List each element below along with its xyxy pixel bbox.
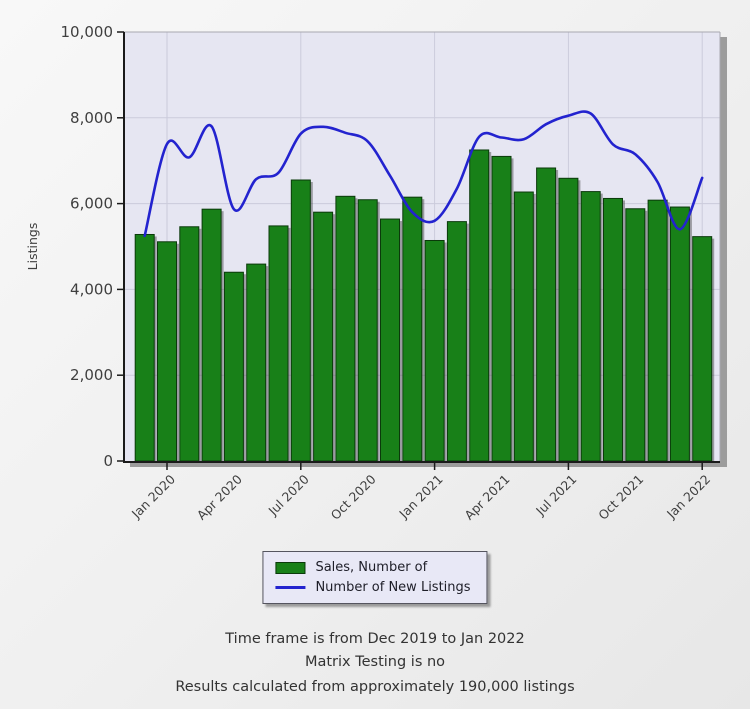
bar-dec-2020 xyxy=(402,196,423,462)
y-tick-label: 4,000 xyxy=(70,280,113,298)
legend-label-sales: Sales, Number of xyxy=(315,560,428,575)
bar-mar-2020 xyxy=(201,208,222,462)
legend-box: Sales, Number of Number of New Listings xyxy=(262,551,488,604)
bar-jul-2021 xyxy=(558,177,579,462)
legend-bar-swatch xyxy=(275,561,306,574)
x-month-label: Jul 2021 xyxy=(532,472,579,519)
bar-sep-2021 xyxy=(603,197,623,462)
x-month-label: Oct 2020 xyxy=(328,471,379,522)
bar-dec-2021 xyxy=(669,206,690,462)
legend-item-sales: Sales, Number of xyxy=(275,559,470,576)
bar-apr-2020 xyxy=(223,271,244,462)
legend-label-new-listings: Number of New Listings xyxy=(315,580,471,595)
legend-line-swatch xyxy=(275,586,306,589)
bar-feb-2020 xyxy=(179,226,200,462)
legend-item-new-listings: Number of New Listings xyxy=(275,579,471,596)
new-listings-line xyxy=(143,110,704,238)
bar-oct-2021 xyxy=(625,208,646,462)
y-tick-label: 0 xyxy=(103,452,113,470)
x-month-label: Jul 2020 xyxy=(265,471,312,518)
y-tick-label: 2,000 xyxy=(70,366,113,384)
bar-dec-2019 xyxy=(134,233,155,462)
x-month-label: Apr 2020 xyxy=(194,471,245,522)
bar-jul-2020 xyxy=(290,179,311,462)
footer-results-text: Results calculated from approximately 19… xyxy=(175,679,575,695)
x-month-label: Oct 2021 xyxy=(595,472,646,523)
bar-jan-2021 xyxy=(424,239,445,462)
bar-may-2021 xyxy=(513,191,534,462)
bar-apr-2021 xyxy=(491,155,512,462)
bar-feb-2021 xyxy=(446,221,467,462)
bar-jan-2022 xyxy=(692,236,713,462)
x-month-label: Jan 2020 xyxy=(128,471,178,521)
bar-aug-2020 xyxy=(313,211,334,462)
bar-may-2020 xyxy=(246,263,267,462)
bar-nov-2020 xyxy=(380,218,400,462)
bar-aug-2021 xyxy=(580,191,601,462)
x-month-label: Jan 2021 xyxy=(395,472,445,522)
x-month-label: Jan 2022 xyxy=(663,472,713,522)
bar-jun-2020 xyxy=(268,225,289,462)
footer-timeframe-text: Time frame is from Dec 2019 to Jan 2022 xyxy=(225,631,525,647)
y-tick-label: 6,000 xyxy=(70,195,113,213)
y-tick-label: 8,000 xyxy=(70,109,113,127)
bar-jun-2021 xyxy=(536,167,557,462)
listings-chart: 0 2,000 4,000 6,000 8,000 10,000 Jan 2020 Apr 2… xyxy=(25,23,727,523)
bar-nov-2021 xyxy=(647,199,668,462)
bar-sep-2020 xyxy=(335,195,356,462)
y-axis-title: Listings xyxy=(25,223,40,271)
footer-matrix-text: Matrix Testing is no xyxy=(304,654,446,670)
y-tick-label: 10,000 xyxy=(61,23,114,41)
bar-jan-2020 xyxy=(157,241,177,462)
bar-oct-2020 xyxy=(357,199,378,462)
x-month-label: Apr 2021 xyxy=(461,472,512,523)
bar-mar-2021 xyxy=(469,149,490,462)
